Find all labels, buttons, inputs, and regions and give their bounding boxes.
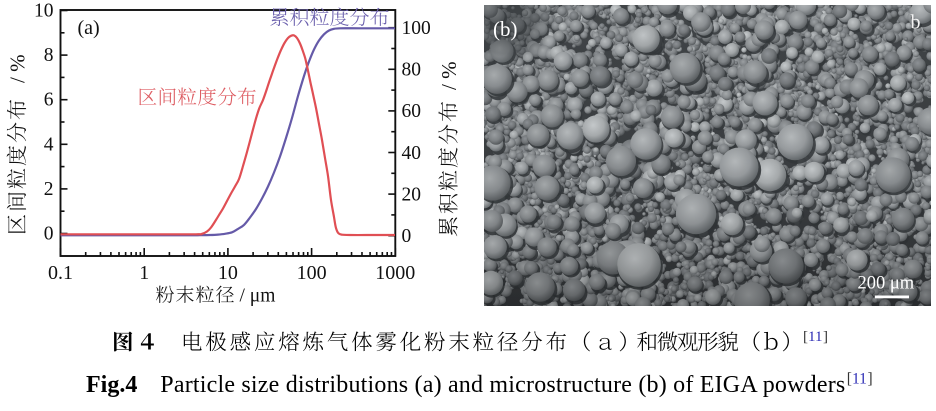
svg-text:0: 0 (402, 226, 412, 247)
svg-text:60: 60 (402, 101, 422, 122)
svg-text:20: 20 (402, 184, 422, 205)
svg-text:80: 80 (402, 60, 422, 81)
svg-text:/ %: / % (437, 61, 461, 90)
svg-text:2: 2 (44, 179, 54, 200)
svg-text:10: 10 (34, 1, 54, 22)
svg-text:0.1: 0.1 (48, 262, 73, 284)
svg-text:6: 6 (44, 90, 54, 111)
svg-text:40: 40 (402, 143, 422, 164)
svg-text:1: 1 (139, 262, 149, 284)
svg-text:1000: 1000 (375, 262, 415, 284)
svg-text:100: 100 (402, 18, 431, 39)
svg-text:4: 4 (44, 134, 54, 155)
svg-text:/ μm: / μm (240, 286, 276, 307)
svg-text:100: 100 (297, 262, 327, 284)
svg-text:/ %: / % (6, 54, 30, 83)
svg-text:10: 10 (218, 262, 238, 284)
svg-text:0: 0 (44, 224, 54, 245)
svg-text:8: 8 (44, 45, 54, 66)
svg-text:(a): (a) (78, 17, 100, 39)
